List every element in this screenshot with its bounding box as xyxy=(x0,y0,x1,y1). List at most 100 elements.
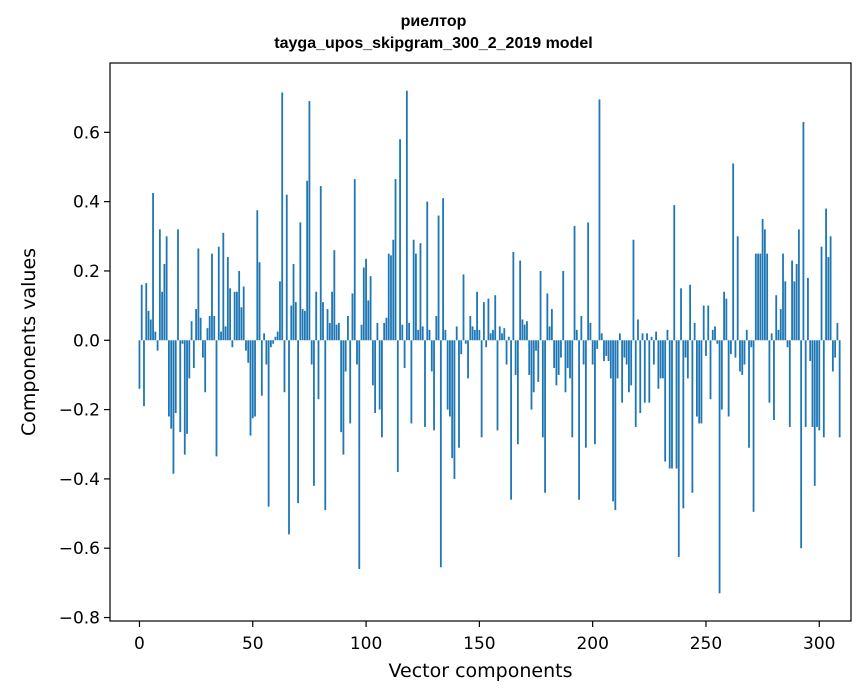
y-tick-label: 0.4 xyxy=(73,193,100,213)
bar xyxy=(419,243,422,341)
x-tick-label: 50 xyxy=(242,634,264,654)
y-axis-label: Components values xyxy=(18,248,40,436)
bar xyxy=(238,270,241,341)
y-tick-label: 0.0 xyxy=(73,331,100,351)
bar xyxy=(727,340,730,417)
y-axis-ticks: −0.8 −0.6 −0.4 −0.2 0.0 0.2 0.4 0.6 xyxy=(59,123,110,629)
bar xyxy=(820,246,823,341)
bar xyxy=(553,340,556,368)
bar xyxy=(766,253,769,341)
bar xyxy=(630,340,633,386)
bar xyxy=(596,340,599,349)
bar xyxy=(192,340,195,368)
bar xyxy=(177,229,179,341)
bar xyxy=(614,340,617,511)
bar xyxy=(503,328,506,341)
bar xyxy=(467,340,469,379)
bar xyxy=(333,250,336,341)
plot-frame xyxy=(109,62,852,622)
bar xyxy=(344,340,347,372)
bar xyxy=(365,258,367,341)
bar xyxy=(562,270,565,341)
bar xyxy=(405,90,408,341)
bar xyxy=(251,340,254,419)
bar xyxy=(748,340,750,448)
bar xyxy=(526,321,528,341)
bar xyxy=(641,333,644,341)
bar xyxy=(582,340,585,365)
bar xyxy=(229,288,231,341)
bar xyxy=(206,328,209,341)
bar xyxy=(313,340,315,486)
bar xyxy=(460,340,463,355)
bar xyxy=(686,340,689,379)
bar xyxy=(149,319,152,341)
bar xyxy=(544,340,546,493)
bar xyxy=(607,340,610,362)
bar xyxy=(399,139,401,341)
bar xyxy=(211,253,213,341)
bar xyxy=(578,340,580,500)
bar xyxy=(723,291,725,341)
bar xyxy=(385,317,388,341)
x-tick-label: 0 xyxy=(134,634,145,654)
bar xyxy=(152,192,154,341)
y-tick-label: 0.6 xyxy=(73,123,100,143)
bar xyxy=(816,340,818,427)
bar xyxy=(245,340,247,351)
bar xyxy=(516,340,519,445)
bar xyxy=(306,180,309,341)
bar xyxy=(480,340,483,438)
bar xyxy=(519,260,522,341)
bar xyxy=(616,340,619,379)
bar xyxy=(455,326,458,341)
bar xyxy=(671,340,673,469)
bar xyxy=(376,322,379,341)
bar xyxy=(247,340,250,363)
bar xyxy=(587,222,590,341)
bar xyxy=(254,340,256,417)
bar xyxy=(705,340,707,356)
bar xyxy=(662,340,664,379)
bar xyxy=(383,322,386,341)
bar xyxy=(684,340,687,358)
bar xyxy=(195,309,198,341)
bar xyxy=(381,340,383,438)
bar xyxy=(437,215,440,341)
x-tick-label: 300 xyxy=(803,634,835,654)
bar xyxy=(745,329,748,341)
bar xyxy=(235,291,238,341)
bar xyxy=(709,340,712,400)
bar xyxy=(202,340,204,358)
bar xyxy=(226,257,229,341)
bar xyxy=(186,340,188,434)
chart-subtitle: tayga_upos_skipgram_300_2_2019 model xyxy=(274,35,593,52)
bar xyxy=(532,340,535,393)
bar xyxy=(446,340,449,410)
bar xyxy=(591,340,594,365)
bar xyxy=(430,340,433,372)
bar xyxy=(528,340,531,375)
bar xyxy=(505,340,508,365)
bar xyxy=(263,333,265,341)
bar xyxy=(147,310,150,341)
bar xyxy=(478,329,481,341)
bar xyxy=(168,340,170,417)
bar xyxy=(786,340,789,348)
bar xyxy=(213,316,216,341)
bar xyxy=(288,340,290,535)
bar xyxy=(600,333,603,341)
bar xyxy=(442,198,445,341)
bar xyxy=(711,329,714,341)
bar xyxy=(331,291,333,341)
bar xyxy=(734,340,737,358)
bar xyxy=(512,251,515,341)
bar xyxy=(145,283,148,341)
bar xyxy=(426,201,429,341)
bar xyxy=(303,310,306,341)
bar xyxy=(410,340,413,424)
bar xyxy=(274,336,277,341)
bar xyxy=(285,194,288,341)
bar xyxy=(782,253,784,341)
bar xyxy=(462,274,465,341)
